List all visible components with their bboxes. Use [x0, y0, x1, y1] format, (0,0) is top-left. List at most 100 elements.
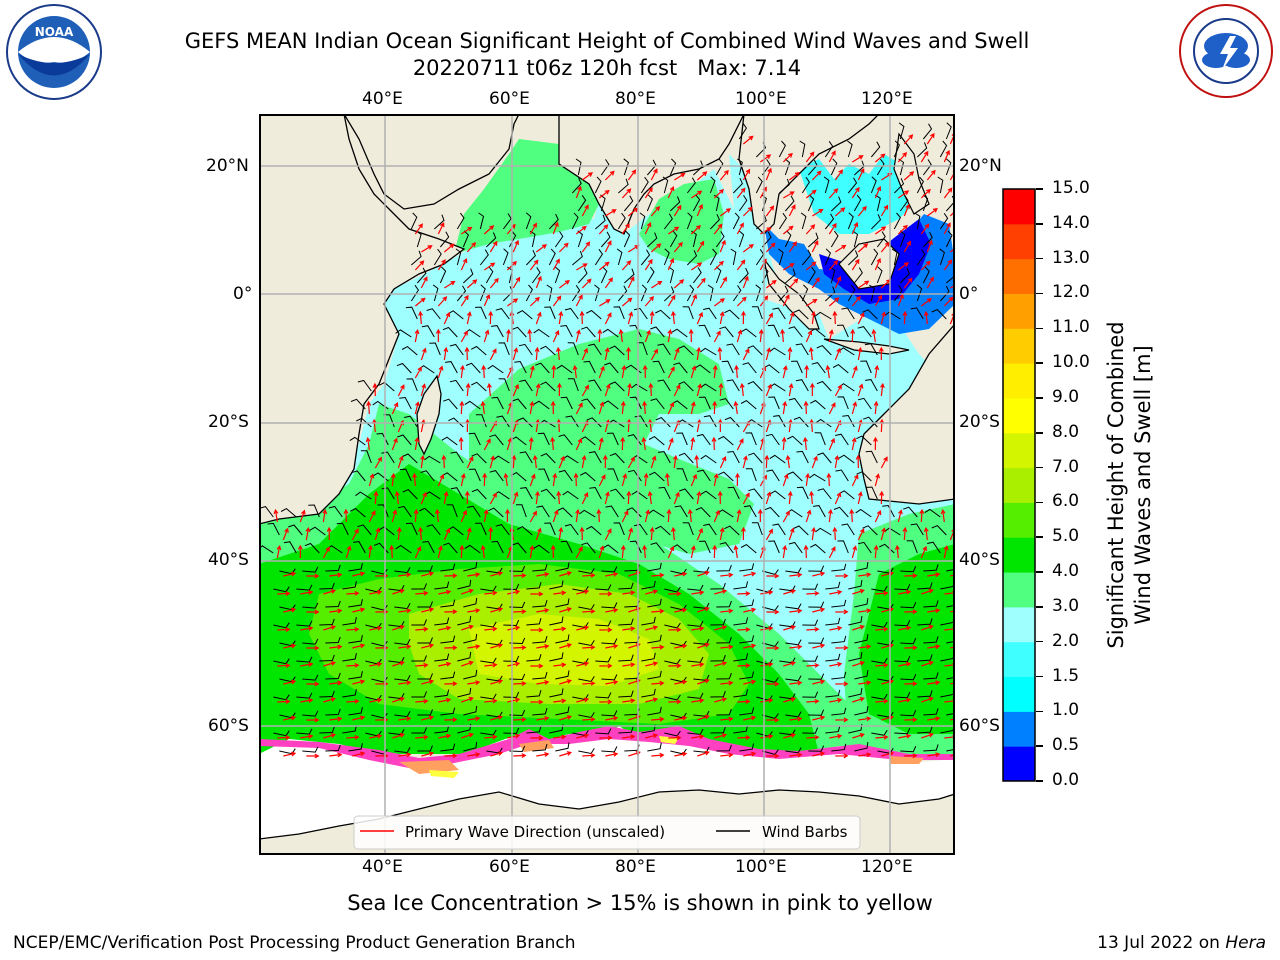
wave-direction-arrow [466, 456, 474, 469]
wave-direction-arrow [283, 643, 297, 649]
wind-barb [710, 618, 726, 626]
wind-barb [503, 583, 520, 591]
wind-barb [296, 692, 313, 699]
wave-direction-arrow [627, 311, 634, 325]
wind-barb [495, 308, 510, 320]
wave-direction-arrow [875, 590, 889, 596]
wave-direction-arrow [713, 330, 721, 343]
wave-direction-arrow [765, 279, 777, 289]
wind-barb [649, 471, 665, 482]
wind-barb [703, 307, 717, 320]
map-legend: Primary Wave Direction (unscaled) Wind B… [353, 815, 861, 850]
wave-direction-arrow [605, 209, 617, 217]
wave-direction-arrow [696, 311, 703, 325]
wind-barb [787, 435, 803, 446]
wave-direction-arrow [897, 224, 908, 235]
wave-direction-arrow [829, 697, 843, 703]
wind-barb [733, 617, 749, 626]
wave-direction-arrow [688, 328, 694, 343]
wave-direction-arrow [513, 573, 527, 579]
wind-barb [533, 400, 550, 410]
wind-barb [769, 454, 786, 464]
wave-direction-arrow [691, 626, 705, 632]
wave-direction-arrow [919, 508, 925, 523]
producer-credit: NCEP/EMC/Verification Post Processing Pr… [13, 933, 576, 953]
wind-barb [647, 742, 662, 752]
wave-direction-arrow [627, 276, 635, 289]
wind-barb [650, 398, 665, 410]
wave-direction-arrow [783, 697, 796, 703]
wind-barb [831, 599, 847, 608]
wave-direction-arrow [667, 185, 675, 199]
wave-direction-arrow [875, 698, 889, 704]
wind-barb [489, 470, 504, 482]
wind-barb [755, 176, 763, 194]
wave-direction-arrow [789, 572, 803, 578]
wave-direction-arrow [903, 240, 911, 253]
colorbar-segment [1003, 189, 1035, 225]
wind-barb [470, 345, 487, 356]
lat-tick-left-20n: 20°N [206, 156, 249, 176]
wind-barb [532, 707, 548, 716]
wave-direction-arrow [835, 244, 847, 253]
wind-barb [724, 416, 740, 428]
wave-direction-arrow [482, 472, 488, 487]
wind-barb [536, 505, 550, 518]
wind-barb [440, 671, 456, 680]
wave-direction-arrow [647, 490, 653, 505]
wave-direction-arrow [559, 715, 572, 721]
wind-barb [348, 743, 363, 752]
wave-direction-arrow [736, 222, 744, 235]
wind-barb [601, 602, 618, 609]
wind-barb [350, 398, 366, 410]
wave-direction-arrow [874, 257, 881, 271]
wind-barb [825, 617, 841, 626]
wind-barb [740, 399, 757, 410]
wave-direction-arrow [300, 662, 314, 667]
wind-barb [802, 655, 819, 662]
lon-tick-top-40e: 40°E [362, 89, 403, 109]
wind-barb [302, 566, 319, 573]
wind-barb [395, 329, 412, 338]
wave-direction-arrow [743, 607, 757, 613]
wave-direction-arrow [582, 752, 596, 758]
wind-barb [439, 266, 447, 284]
wind-barb [854, 670, 869, 680]
wind-barb [876, 266, 883, 284]
wave-direction-arrow [398, 572, 412, 578]
wind-barb [715, 158, 724, 176]
wave-direction-arrow [668, 591, 682, 597]
wave-direction-arrow [535, 527, 542, 541]
wind-barb [544, 522, 556, 536]
wave-direction-arrow [415, 698, 429, 704]
wave-direction-arrow [551, 364, 557, 379]
wind-barb [788, 326, 803, 338]
wind-barb [411, 583, 427, 590]
wave-direction-arrow [461, 588, 474, 595]
wave-direction-arrow [299, 509, 306, 523]
wave-direction-arrow [651, 680, 665, 686]
wind-barb [796, 450, 809, 464]
wave-direction-arrow [897, 151, 908, 163]
wave-direction-arrow [530, 735, 544, 741]
wind-barb [627, 469, 642, 482]
wave-direction-arrow [622, 734, 636, 740]
wind-barb [686, 284, 695, 302]
wind-barb [900, 601, 917, 609]
australia-land [858, 324, 954, 505]
lat-tick-left-40s: 40°S [208, 550, 249, 570]
wave-direction-arrow [306, 645, 320, 651]
generation-date: 13 Jul 2022 on Hera [1097, 933, 1266, 953]
wave-direction-arrow [322, 546, 330, 559]
wave-direction-arrow [329, 752, 343, 758]
wind-barb [629, 324, 642, 338]
wave-direction-arrow [530, 591, 544, 597]
wave-direction-arrow [713, 473, 719, 487]
wind-barb [629, 540, 642, 554]
wind-barb [594, 284, 600, 302]
wave-direction-arrow [604, 312, 612, 325]
wave-direction-arrow [943, 296, 954, 307]
wave-direction-arrow [713, 188, 724, 199]
wind-barb [602, 544, 619, 554]
borneo-land [838, 238, 900, 290]
